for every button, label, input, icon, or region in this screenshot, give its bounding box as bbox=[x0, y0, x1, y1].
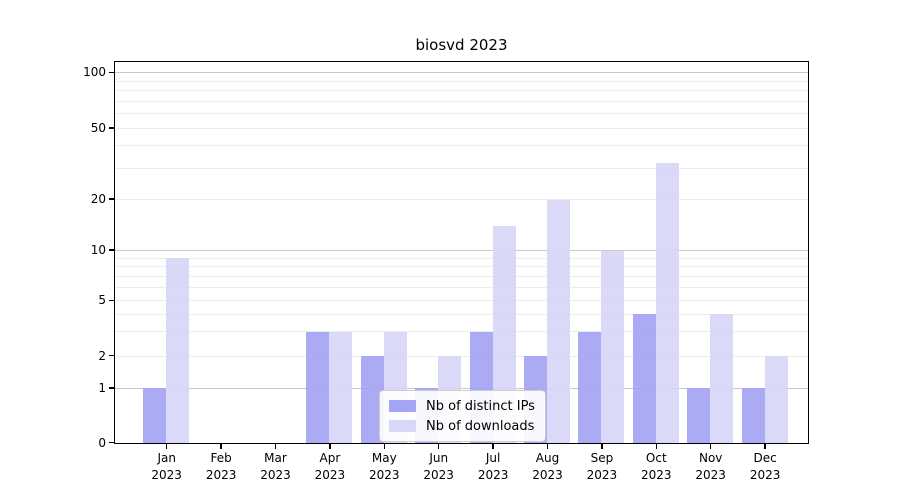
x-tick-label: Dec 2023 bbox=[749, 451, 781, 482]
bar-distinct-ips-sep bbox=[578, 331, 602, 443]
y-tick-mark bbox=[109, 387, 114, 389]
x-tick-label: Mar 2023 bbox=[260, 451, 291, 482]
major-gridline bbox=[115, 250, 808, 252]
x-tick-label: May 2023 bbox=[369, 451, 400, 482]
minor-gridline bbox=[115, 355, 808, 357]
y-tick-label: 10 bbox=[90, 243, 106, 258]
minor-gridline bbox=[115, 313, 808, 315]
x-tick-label: Oct 2023 bbox=[641, 451, 672, 482]
bar-distinct-ips-nov bbox=[687, 388, 711, 443]
x-tick-label: Jan 2023 bbox=[151, 451, 182, 482]
y-tick-mark bbox=[109, 71, 114, 74]
bar-distinct-ips-may bbox=[360, 356, 384, 443]
legend-item: Nb of downloads bbox=[389, 416, 535, 436]
y-tick-mark bbox=[109, 249, 114, 251]
minor-gridline bbox=[115, 167, 808, 169]
bar-downloads-dec bbox=[764, 356, 788, 443]
minor-gridline bbox=[115, 257, 808, 259]
y-tick-mark bbox=[109, 354, 114, 357]
x-tick-mark bbox=[601, 444, 603, 449]
bar-distinct-ips-dec bbox=[741, 388, 765, 443]
bar-downloads-apr bbox=[329, 331, 353, 443]
minor-gridline bbox=[115, 90, 808, 92]
legend-label: Nb of distinct IPs bbox=[426, 398, 535, 414]
legend: Nb of distinct IPs Nb of downloads bbox=[379, 390, 546, 442]
bar-downloads-oct bbox=[655, 163, 679, 443]
bar-distinct-ips-jan bbox=[143, 388, 167, 443]
chart-title: biosvd 2023 bbox=[415, 36, 508, 54]
x-tick-mark bbox=[383, 444, 385, 449]
x-tick-mark bbox=[710, 444, 712, 449]
legend-swatch-downloads bbox=[389, 420, 416, 432]
x-tick-mark bbox=[329, 444, 331, 449]
y-tick-label: 50 bbox=[90, 120, 106, 135]
y-tick-mark bbox=[109, 127, 114, 129]
x-tick-mark bbox=[438, 444, 440, 449]
y-tick-label: 100 bbox=[83, 65, 106, 80]
y-tick-mark bbox=[109, 198, 114, 200]
minor-gridline bbox=[115, 331, 808, 333]
minor-gridline bbox=[115, 287, 808, 289]
y-tick-label: 5 bbox=[98, 293, 106, 308]
minor-gridline bbox=[115, 80, 808, 82]
x-tick-label: Feb 2023 bbox=[205, 451, 237, 482]
minor-gridline bbox=[115, 127, 808, 129]
minor-gridline bbox=[115, 145, 808, 147]
bar-downloads-jan bbox=[166, 258, 190, 443]
minor-gridline bbox=[115, 266, 808, 268]
y-tick-label: 0 bbox=[98, 435, 106, 450]
y-tick-mark bbox=[109, 441, 114, 444]
x-tick-label: Sep 2023 bbox=[586, 451, 618, 482]
minor-gridline bbox=[115, 113, 808, 115]
bar-downloads-jul bbox=[492, 225, 516, 443]
x-tick-mark bbox=[764, 444, 766, 449]
x-tick-label: Apr 2023 bbox=[314, 451, 346, 482]
bar-downloads-sep bbox=[601, 250, 625, 443]
bar-downloads-aug bbox=[547, 199, 570, 443]
bar-distinct-ips-oct bbox=[632, 314, 656, 443]
y-tick-label: 2 bbox=[98, 348, 106, 363]
plot-area bbox=[114, 61, 809, 444]
minor-gridline bbox=[115, 275, 808, 277]
minor-gridline bbox=[115, 199, 808, 201]
major-gridline bbox=[115, 72, 808, 74]
x-tick-mark bbox=[546, 444, 549, 449]
legend-swatch-distinct-ips bbox=[389, 400, 416, 412]
bar-downloads-nov bbox=[710, 314, 734, 443]
y-tick-label: 20 bbox=[90, 192, 106, 207]
x-tick-label: Nov 2023 bbox=[695, 451, 726, 482]
x-tick-mark bbox=[492, 444, 494, 449]
legend-label: Nb of downloads bbox=[426, 418, 535, 434]
y-tick-mark bbox=[109, 299, 114, 301]
major-gridline bbox=[115, 387, 808, 389]
minor-gridline bbox=[115, 300, 808, 302]
x-tick-mark bbox=[655, 444, 657, 449]
x-tick-label: Jul 2023 bbox=[477, 451, 509, 482]
legend-item: Nb of distinct IPs bbox=[389, 396, 535, 416]
minor-gridline bbox=[115, 101, 808, 103]
x-tick-mark bbox=[274, 444, 277, 449]
y-tick-label: 1 bbox=[98, 380, 106, 395]
x-tick-label: Aug 2023 bbox=[532, 451, 563, 482]
bar-distinct-ips-apr bbox=[306, 331, 330, 443]
x-tick-mark bbox=[166, 444, 168, 449]
x-tick-mark bbox=[220, 444, 222, 449]
x-tick-label: Jun 2023 bbox=[423, 451, 454, 482]
